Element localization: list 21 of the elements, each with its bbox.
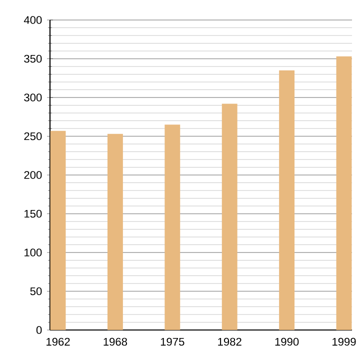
bar: [336, 56, 352, 330]
y-tick-label: 400: [24, 16, 42, 24]
bar: [164, 124, 180, 330]
bar: [222, 104, 238, 330]
y-tick-label: 300: [24, 94, 42, 102]
x-tick-label: 1982: [218, 338, 242, 346]
y-tick-label: 0: [36, 326, 42, 334]
x-tick-label: 1975: [160, 338, 184, 346]
bar: [279, 70, 295, 330]
y-tick-label: 350: [24, 54, 42, 63]
bar: [50, 130, 66, 330]
x-tick-label: 1990: [275, 338, 299, 346]
x-tick-label: 1962: [46, 338, 70, 346]
x-tick-label: 1999: [332, 338, 356, 346]
y-tick-label: 150: [24, 210, 42, 218]
y-tick-label: 50: [30, 287, 42, 296]
bar: [107, 134, 123, 330]
x-tick-label: 1968: [104, 338, 128, 346]
y-tick-label: 100: [24, 248, 42, 256]
y-tick-label: 200: [24, 171, 42, 179]
y-tick-label: 250: [24, 132, 42, 140]
